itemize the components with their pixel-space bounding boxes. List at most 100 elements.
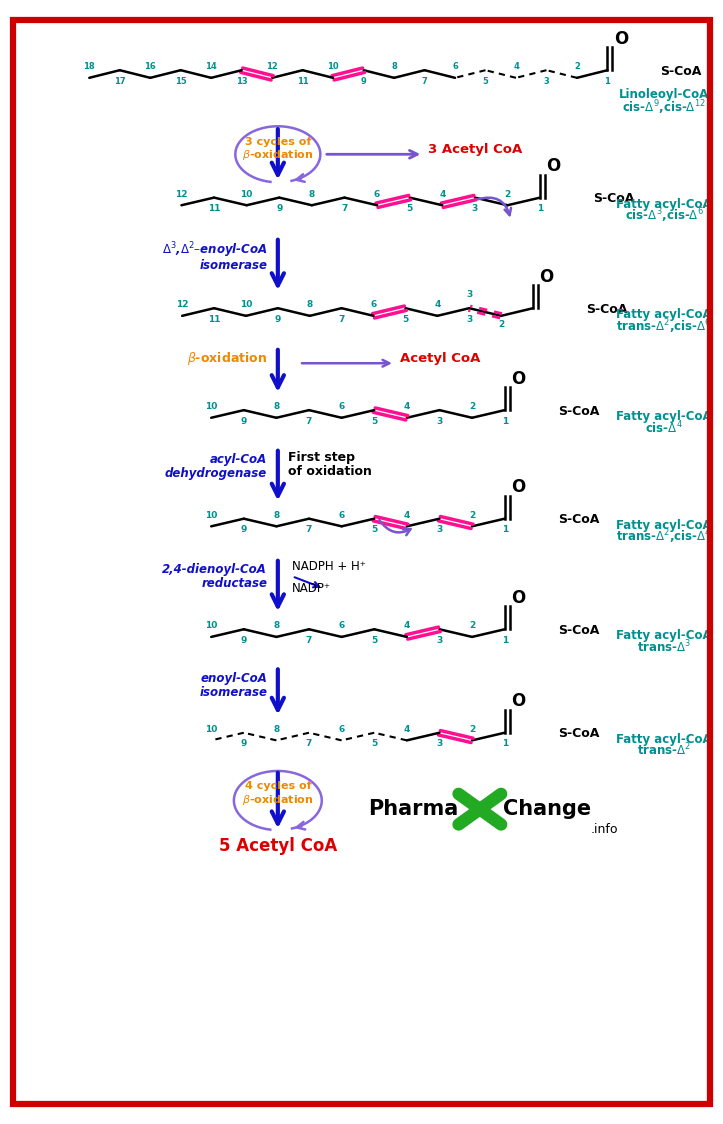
Text: 9: 9 (361, 76, 367, 85)
Text: 16: 16 (145, 62, 156, 71)
Text: 14: 14 (205, 62, 217, 71)
Text: 1: 1 (604, 76, 610, 85)
Text: 3: 3 (436, 417, 442, 426)
Text: 3: 3 (544, 76, 549, 85)
Text: 3: 3 (436, 525, 442, 534)
Text: 7: 7 (338, 315, 345, 324)
Text: reductase: reductase (201, 578, 268, 590)
Text: 9: 9 (276, 205, 283, 214)
Text: Fatty acyl-CoA: Fatty acyl-CoA (616, 410, 712, 424)
Text: Fatty acyl-CoA: Fatty acyl-CoA (616, 198, 712, 211)
Text: trans-$\Delta^2$,cis-$\Delta^6$: trans-$\Delta^2$,cis-$\Delta^6$ (617, 317, 712, 336)
Text: 4: 4 (513, 62, 519, 71)
Text: 5: 5 (402, 315, 408, 324)
Text: O: O (547, 157, 561, 175)
Text: trans-$\Delta^3$: trans-$\Delta^3$ (637, 638, 691, 655)
Text: 3: 3 (472, 205, 478, 214)
Text: 8: 8 (273, 725, 280, 734)
Text: 4: 4 (403, 510, 410, 519)
Text: cis-$\Delta^4$: cis-$\Delta^4$ (645, 419, 683, 436)
Text: S-CoA: S-CoA (594, 192, 635, 205)
Text: 10: 10 (205, 402, 218, 411)
Text: NADP⁺: NADP⁺ (292, 581, 331, 595)
Text: 12: 12 (266, 62, 278, 71)
Text: 9: 9 (241, 417, 247, 426)
Text: 3: 3 (466, 290, 472, 299)
Text: 5: 5 (406, 205, 413, 214)
Text: 7: 7 (306, 636, 312, 645)
Text: 4: 4 (403, 725, 410, 734)
Text: 6: 6 (452, 62, 458, 71)
Text: 12: 12 (175, 190, 188, 199)
Text: 4 cycles of: 4 cycles of (244, 781, 311, 791)
Text: Change: Change (503, 799, 591, 819)
Text: Fatty acyl-CoA: Fatty acyl-CoA (616, 308, 712, 321)
Text: S-CoA: S-CoA (661, 65, 702, 78)
Text: 4: 4 (434, 300, 440, 309)
Text: 10: 10 (240, 300, 252, 309)
Text: acyl-CoA: acyl-CoA (210, 453, 268, 465)
Text: 10: 10 (328, 62, 339, 71)
Text: 2: 2 (505, 190, 510, 199)
Text: O: O (511, 692, 525, 710)
Text: S-CoA: S-CoA (558, 514, 599, 526)
Text: 18: 18 (83, 62, 95, 71)
Text: dehydrogenase: dehydrogenase (165, 466, 268, 480)
Text: 7: 7 (306, 525, 312, 534)
Text: First step: First step (288, 451, 356, 464)
Text: 3: 3 (466, 315, 472, 324)
Text: 9: 9 (241, 525, 247, 534)
Text: 4: 4 (403, 622, 410, 631)
Text: O: O (539, 268, 554, 285)
Text: $\Delta^3$,$\Delta^2$–enoyl-CoA: $\Delta^3$,$\Delta^2$–enoyl-CoA (161, 241, 268, 261)
Text: 2: 2 (469, 622, 475, 631)
Text: 6: 6 (374, 190, 380, 199)
Text: 7: 7 (306, 740, 312, 749)
Text: Linoleoyl-CoA: Linoleoyl-CoA (619, 88, 709, 101)
Text: of oxidation: of oxidation (288, 465, 372, 479)
Text: 7: 7 (341, 205, 348, 214)
Text: S-CoA: S-CoA (586, 302, 628, 316)
Text: 7: 7 (422, 76, 427, 85)
Text: 5: 5 (371, 417, 377, 426)
Text: 8: 8 (273, 402, 280, 411)
Text: 11: 11 (208, 315, 221, 324)
Text: 1: 1 (537, 205, 543, 214)
Text: S-CoA: S-CoA (558, 624, 599, 637)
Text: isomerase: isomerase (200, 259, 268, 272)
Text: O: O (511, 370, 525, 388)
Text: 2: 2 (574, 62, 580, 71)
Text: S-CoA: S-CoA (558, 405, 599, 418)
Text: 9: 9 (275, 315, 281, 324)
Text: 10: 10 (205, 725, 218, 734)
Text: 8: 8 (307, 300, 313, 309)
Text: $\beta$-oxidation: $\beta$-oxidation (242, 792, 314, 807)
Text: 5: 5 (371, 636, 377, 645)
Text: 8: 8 (309, 190, 315, 199)
Text: cis-$\Delta^9$,cis-$\Delta^{12}$: cis-$\Delta^9$,cis-$\Delta^{12}$ (623, 98, 706, 117)
Text: $\beta$-oxidation: $\beta$-oxidation (187, 351, 268, 368)
Text: 1: 1 (502, 740, 508, 749)
Text: cis-$\Delta^3$,cis-$\Delta^6$: cis-$\Delta^3$,cis-$\Delta^6$ (625, 207, 703, 225)
Text: 6: 6 (370, 300, 377, 309)
Text: 6: 6 (338, 510, 345, 519)
Text: 10: 10 (205, 510, 218, 519)
Text: trans-$\Delta^2$: trans-$\Delta^2$ (637, 742, 691, 759)
Text: 8: 8 (391, 62, 397, 71)
Text: Acetyl CoA: Acetyl CoA (400, 352, 480, 365)
Text: 2: 2 (498, 320, 504, 329)
Text: 10: 10 (205, 622, 218, 631)
Text: .info: .info (590, 823, 617, 836)
Text: O: O (511, 589, 525, 607)
Text: 2: 2 (469, 402, 475, 411)
Text: 4: 4 (403, 402, 410, 411)
Text: 17: 17 (114, 76, 126, 85)
Text: O: O (511, 478, 525, 496)
Text: 2,4-dienoyl-CoA: 2,4-dienoyl-CoA (163, 563, 268, 577)
Text: 5: 5 (371, 740, 377, 749)
Text: 9: 9 (241, 636, 247, 645)
Text: Pharma: Pharma (368, 799, 458, 819)
Text: 1: 1 (502, 636, 508, 645)
Text: 2: 2 (469, 510, 475, 519)
Text: NADPH + H⁺: NADPH + H⁺ (292, 560, 366, 572)
